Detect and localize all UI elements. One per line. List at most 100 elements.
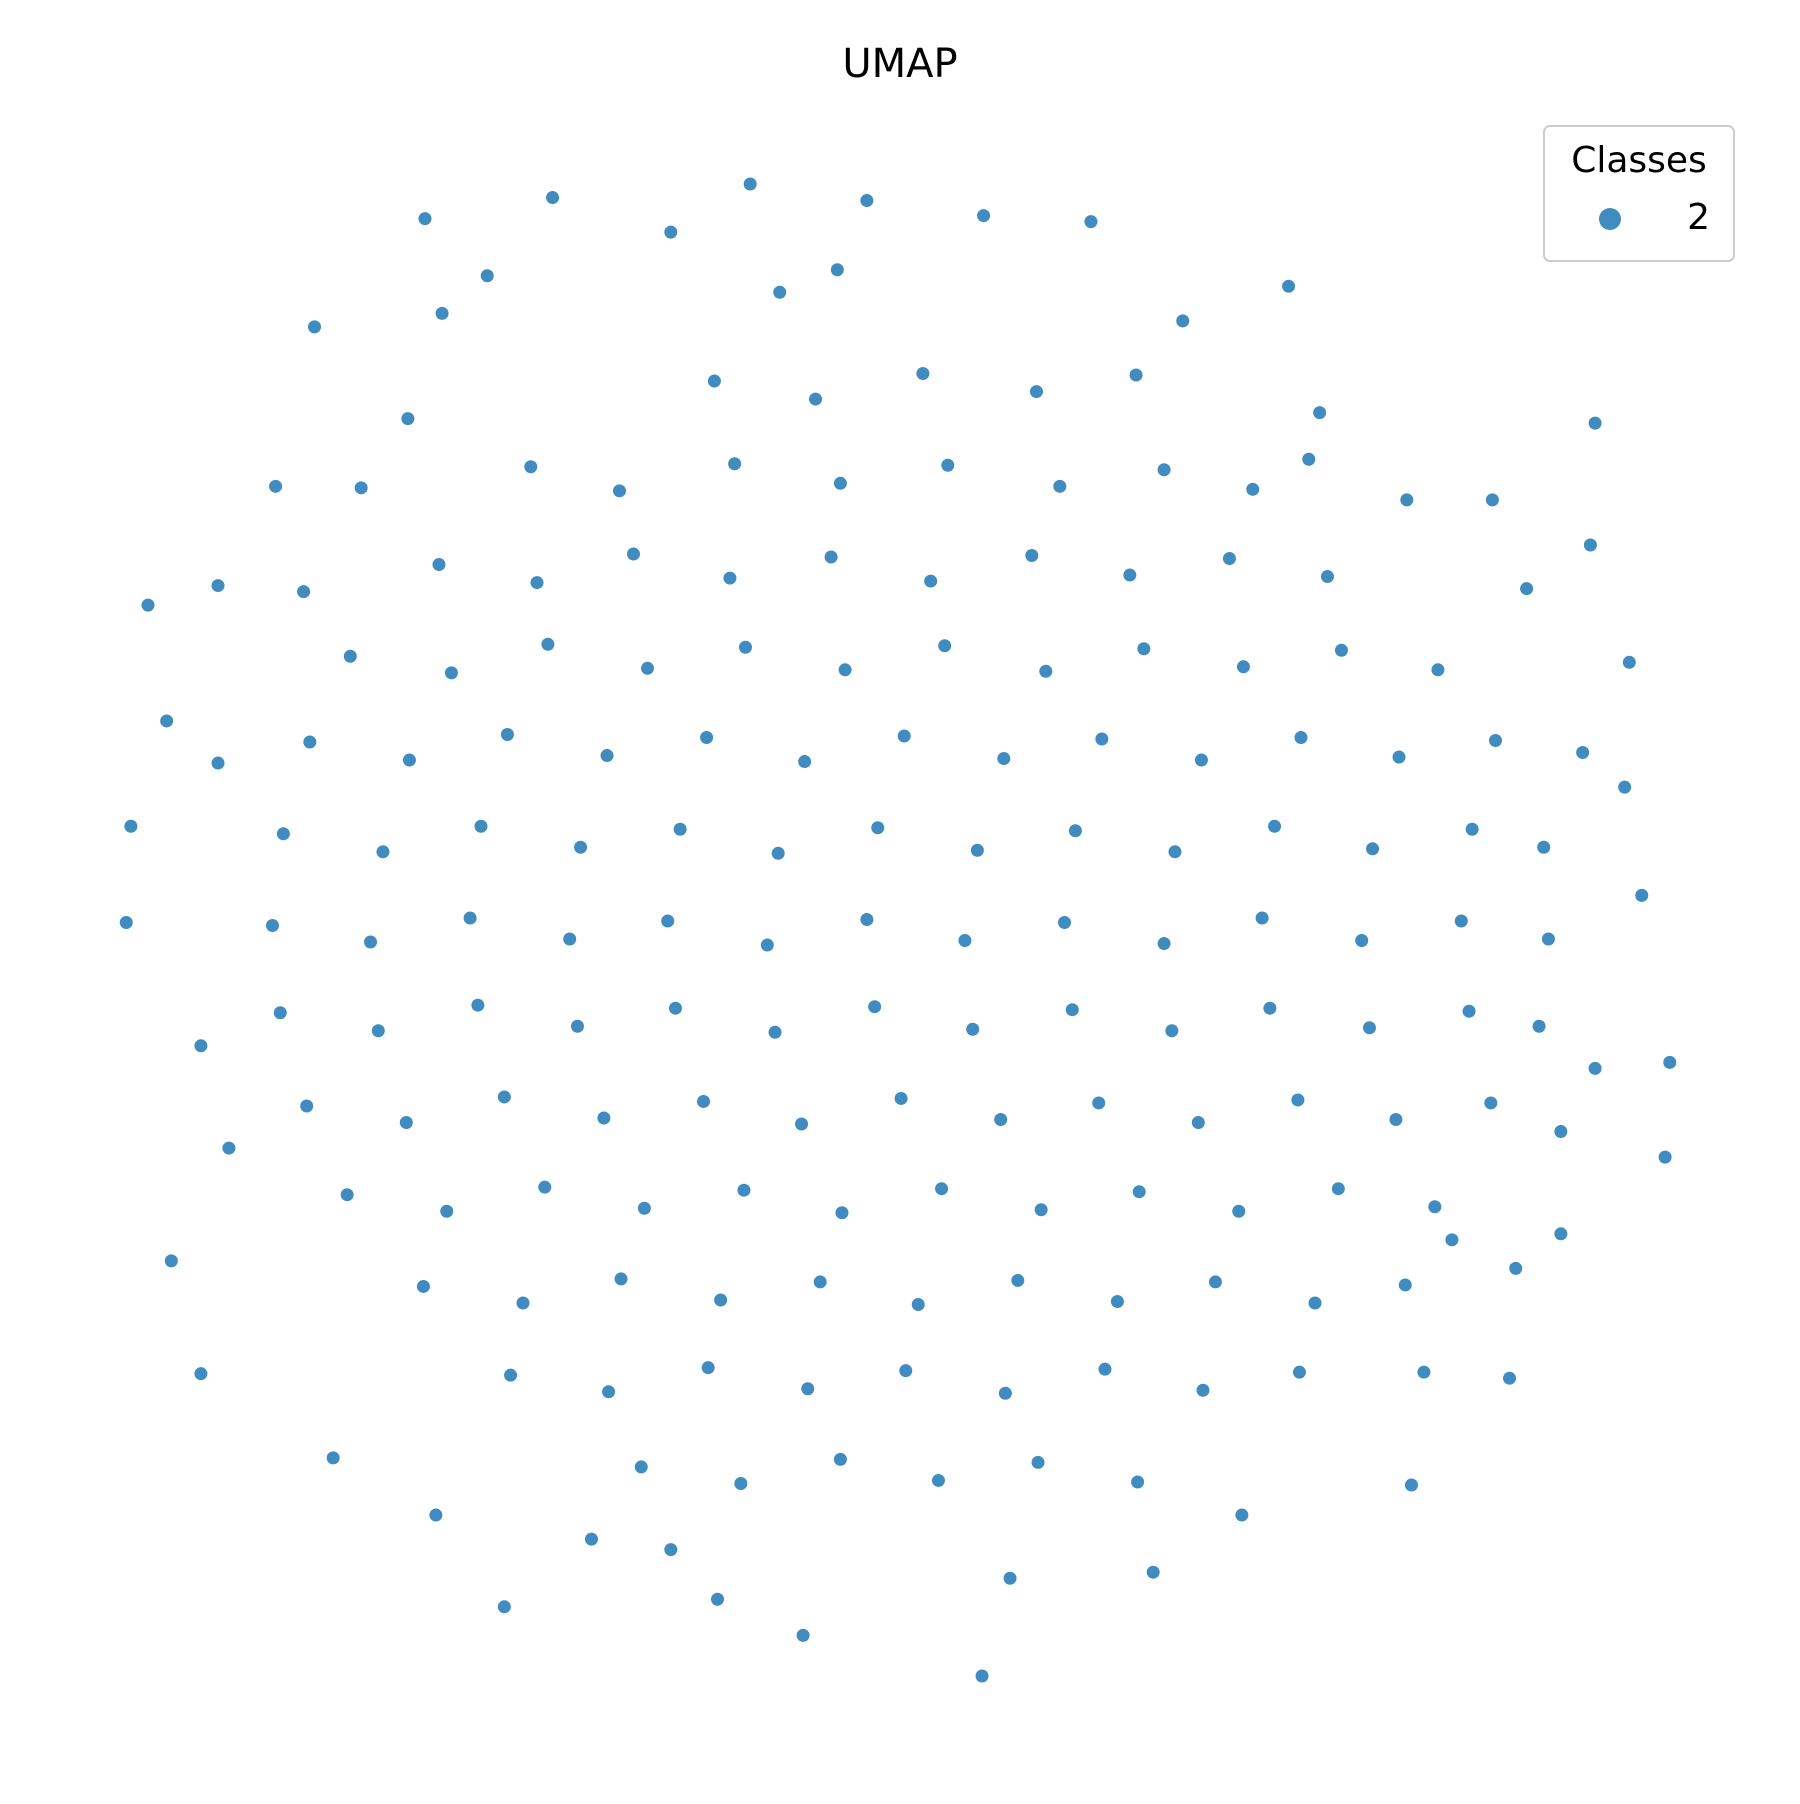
point bbox=[1294, 730, 1308, 744]
point bbox=[714, 1293, 728, 1307]
point bbox=[871, 821, 885, 835]
point bbox=[1110, 1294, 1124, 1308]
point bbox=[970, 843, 984, 857]
point bbox=[1282, 279, 1296, 293]
point bbox=[371, 1024, 385, 1038]
point bbox=[1003, 1571, 1017, 1585]
point bbox=[474, 819, 488, 833]
point bbox=[463, 911, 477, 925]
point bbox=[1308, 1296, 1322, 1310]
point bbox=[739, 640, 753, 654]
point bbox=[734, 1476, 748, 1490]
point bbox=[664, 1543, 678, 1557]
point bbox=[614, 1272, 628, 1286]
legend-title: Classes bbox=[1571, 140, 1707, 181]
point bbox=[1663, 1055, 1677, 1069]
point bbox=[1131, 1475, 1145, 1489]
point bbox=[771, 846, 785, 860]
point bbox=[1236, 660, 1250, 674]
point bbox=[1222, 552, 1236, 566]
point bbox=[326, 1451, 340, 1465]
point bbox=[1484, 1096, 1498, 1110]
point bbox=[634, 1460, 648, 1474]
point bbox=[626, 547, 640, 561]
point bbox=[838, 663, 852, 677]
point bbox=[1168, 845, 1182, 859]
point bbox=[975, 1669, 989, 1683]
point bbox=[1146, 1565, 1160, 1579]
point bbox=[1053, 479, 1067, 493]
point bbox=[222, 1141, 236, 1155]
point bbox=[524, 460, 538, 474]
point bbox=[444, 666, 458, 680]
point bbox=[354, 481, 368, 495]
point bbox=[668, 1001, 682, 1015]
point bbox=[835, 1206, 849, 1220]
point bbox=[1132, 1185, 1146, 1199]
point bbox=[1029, 385, 1043, 399]
point bbox=[637, 1201, 651, 1215]
point bbox=[899, 1364, 913, 1378]
point bbox=[801, 1382, 815, 1396]
point bbox=[868, 1000, 882, 1014]
point bbox=[432, 558, 446, 572]
point bbox=[1355, 934, 1369, 948]
point bbox=[997, 752, 1011, 766]
point bbox=[1445, 1233, 1459, 1247]
point bbox=[860, 912, 874, 926]
point bbox=[1576, 746, 1590, 760]
point bbox=[1137, 642, 1151, 656]
point bbox=[673, 822, 687, 836]
point bbox=[1554, 1125, 1568, 1139]
point bbox=[1255, 911, 1269, 925]
legend-marker bbox=[1599, 208, 1621, 230]
point bbox=[1191, 1116, 1205, 1130]
point bbox=[1454, 914, 1468, 928]
point bbox=[911, 1297, 925, 1311]
point bbox=[303, 735, 317, 749]
point bbox=[297, 585, 311, 599]
point bbox=[401, 412, 415, 426]
point bbox=[894, 1091, 908, 1105]
point bbox=[795, 1117, 809, 1131]
point bbox=[935, 1182, 949, 1196]
point bbox=[1292, 1365, 1306, 1379]
point bbox=[1400, 493, 1414, 507]
point bbox=[833, 1452, 847, 1466]
point bbox=[1503, 1371, 1517, 1385]
point bbox=[504, 1368, 518, 1382]
point bbox=[480, 269, 494, 283]
point bbox=[402, 753, 416, 767]
point bbox=[1034, 1203, 1048, 1217]
point bbox=[429, 1508, 443, 1522]
point bbox=[1658, 1150, 1672, 1164]
point bbox=[958, 934, 972, 948]
point bbox=[1068, 824, 1082, 838]
point bbox=[1196, 1383, 1210, 1397]
point bbox=[1509, 1261, 1523, 1275]
point bbox=[1389, 1113, 1403, 1127]
point bbox=[897, 729, 911, 743]
point bbox=[640, 661, 654, 675]
point bbox=[1583, 538, 1597, 552]
point bbox=[1622, 655, 1636, 669]
point bbox=[924, 574, 938, 588]
point bbox=[1320, 570, 1334, 584]
point bbox=[1092, 1096, 1106, 1110]
point bbox=[1098, 1362, 1112, 1376]
point bbox=[1588, 416, 1602, 430]
point bbox=[600, 749, 614, 763]
point bbox=[1011, 1273, 1025, 1287]
point bbox=[1176, 314, 1190, 328]
point bbox=[1431, 663, 1445, 677]
point bbox=[602, 1385, 616, 1399]
point bbox=[1268, 819, 1282, 833]
point bbox=[824, 550, 838, 564]
point bbox=[1489, 733, 1503, 747]
point bbox=[1235, 1508, 1249, 1522]
point bbox=[340, 1188, 354, 1202]
point bbox=[743, 177, 757, 191]
point bbox=[1362, 1021, 1376, 1035]
point bbox=[697, 1094, 710, 1108]
point bbox=[435, 306, 449, 320]
